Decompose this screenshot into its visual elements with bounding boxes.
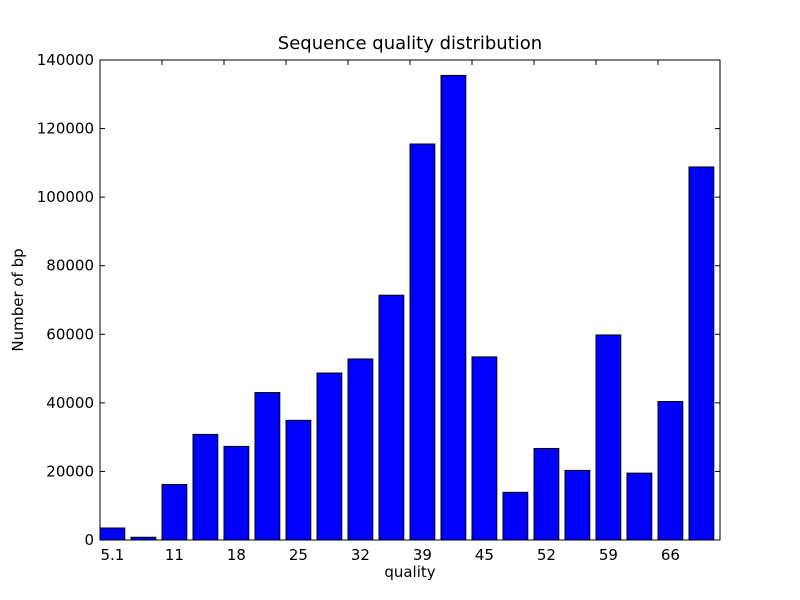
y-tick-label: 0 <box>84 531 94 549</box>
y-tick-label: 80000 <box>46 257 94 275</box>
y-tick-label: 120000 <box>37 120 94 138</box>
bar <box>626 472 653 541</box>
bars-group <box>99 74 715 541</box>
x-tick-label: 52 <box>537 546 556 564</box>
bar <box>440 74 467 541</box>
x-tick-label: 5.1 <box>100 546 124 564</box>
y-axis-label: Number of bp <box>9 248 27 351</box>
bar <box>99 527 126 541</box>
bar <box>409 143 436 541</box>
x-axis-label: quality <box>384 563 435 581</box>
x-tick-label: 45 <box>475 546 494 564</box>
x-axis: 5.1 11 18 25 32 39 45 52 59 66 <box>99 60 680 564</box>
x-tick-label: 25 <box>289 546 308 564</box>
bar <box>254 392 281 541</box>
bar <box>192 433 219 541</box>
y-tick-label: 40000 <box>46 394 94 412</box>
x-tick-label: 66 <box>661 546 680 564</box>
bar <box>161 483 188 541</box>
bar <box>223 445 250 541</box>
bar <box>316 372 343 541</box>
y-tick-label: 60000 <box>46 325 94 343</box>
bar <box>471 356 498 541</box>
y-tick-label: 100000 <box>37 188 94 206</box>
x-tick-label: 59 <box>599 546 618 564</box>
bar <box>285 419 312 541</box>
x-tick-label: 18 <box>227 546 246 564</box>
bar <box>533 447 560 541</box>
bar <box>347 358 374 541</box>
x-tick-label: 39 <box>413 546 432 564</box>
y-tick-label: 140000 <box>37 51 94 69</box>
bar <box>502 491 529 541</box>
x-tick-label: 11 <box>165 546 184 564</box>
bar <box>657 400 684 541</box>
bar <box>564 469 591 541</box>
y-axis: 0 20000 40000 60000 80000 100000 120000 140000 <box>37 51 720 549</box>
bar <box>595 334 622 541</box>
x-tick-label: 32 <box>351 546 370 564</box>
bar <box>378 294 405 541</box>
y-tick-label: 20000 <box>46 462 94 480</box>
bar <box>688 166 715 541</box>
chart-title: Sequence quality distribution <box>278 33 542 54</box>
